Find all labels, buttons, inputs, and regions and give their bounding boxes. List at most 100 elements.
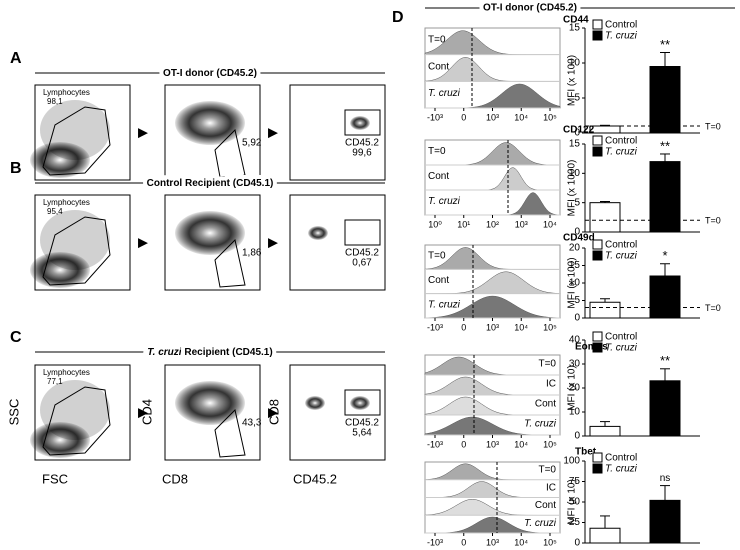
gate-value: 1,86	[242, 248, 262, 259]
legend-label: Control	[605, 136, 637, 147]
reference-label: T=0	[705, 303, 721, 313]
gate-value: 95,4	[47, 207, 63, 216]
gate	[214, 409, 246, 458]
gate-name: Lymphocytes	[43, 368, 90, 377]
y-tick-label: 20	[569, 383, 581, 394]
legend-label: T. cruzi	[605, 147, 638, 158]
legend-swatch	[592, 342, 603, 353]
legend-label: Control	[605, 20, 637, 31]
y-axis-label: MFI (x 100)	[567, 257, 578, 308]
axis-tick-label: 10³	[486, 112, 499, 122]
y-tick-label: 0	[574, 227, 580, 238]
axis-tick-label: -10³	[427, 537, 443, 547]
y-tick-label: 0	[574, 431, 580, 442]
gate-name: CD45.2	[345, 138, 379, 149]
legend-swatch	[592, 146, 603, 157]
y-tick-label: 5	[574, 93, 580, 104]
gate-name: Lymphocytes	[43, 198, 90, 207]
legend-swatch	[592, 30, 603, 41]
y-axis-label: MFI (x 1000)	[567, 160, 578, 217]
scatter-cloud	[175, 101, 245, 145]
scatter-cloud	[350, 116, 370, 130]
bar	[589, 202, 621, 233]
axis-label: CD4	[139, 399, 154, 425]
significance: **	[660, 37, 670, 52]
panel-letter: B	[10, 160, 22, 177]
y-tick-label: 0	[574, 313, 580, 324]
reference-label: T=0	[705, 121, 721, 131]
y-tick-label: 10	[569, 278, 581, 289]
row-label: Cont	[428, 61, 449, 72]
gate	[42, 386, 111, 456]
arrow: ▶	[138, 234, 148, 249]
arrow: ▶	[268, 404, 278, 419]
y-tick-label: 25	[569, 517, 581, 528]
panel-title: OT-I donor (CD45.2)	[163, 68, 257, 79]
y-tick-label: 5	[574, 295, 580, 306]
row-label: Cont	[428, 171, 449, 182]
y-tick-label: 15	[569, 260, 581, 271]
gate	[214, 129, 246, 178]
chart-title: Eomes	[575, 342, 608, 353]
legend-swatch	[592, 19, 603, 30]
gate	[344, 219, 381, 246]
axis-tick-label: 0	[461, 537, 466, 547]
scatter-cloud	[40, 210, 110, 270]
gate-value: 5,64	[352, 428, 372, 439]
bar	[649, 499, 681, 544]
axis-tick-label: 10³	[486, 322, 499, 332]
y-tick-label: 100	[563, 456, 580, 467]
row-label: Cont	[535, 399, 556, 410]
y-tick-label: 10	[569, 58, 581, 69]
axis-tick-label: -10³	[427, 112, 443, 122]
legend-swatch	[592, 239, 603, 250]
scatter-cloud	[175, 381, 245, 425]
row-label: Cont	[428, 275, 449, 286]
axis-tick-label: 10⁰	[428, 219, 442, 229]
gate-name: CD45.2	[345, 248, 379, 259]
scatter-cloud	[40, 100, 110, 160]
axis-tick-label: 10⁵	[543, 112, 557, 122]
gate	[214, 239, 246, 288]
scatter-cloud	[350, 396, 370, 410]
gate	[344, 389, 381, 416]
gate	[42, 216, 111, 286]
plot-frame	[289, 364, 386, 461]
scatter-cloud	[175, 211, 245, 255]
row-label: T. cruzi	[524, 419, 557, 430]
row-label: T. cruzi	[428, 196, 461, 207]
arrow: ▶	[268, 124, 278, 139]
axis-label: CD8	[162, 471, 188, 486]
scatter-cloud	[305, 396, 325, 410]
axis-label: FSC	[42, 471, 68, 486]
significance: *	[662, 248, 667, 263]
axis-label: SSC	[6, 399, 21, 426]
panel-letter: A	[10, 50, 22, 67]
significance: **	[660, 353, 670, 368]
y-tick-label: 0	[574, 128, 580, 139]
axis-tick-label: 10⁵	[543, 537, 557, 547]
title-text: Recipient (CD45.1)	[184, 347, 272, 358]
plot-frame	[289, 84, 386, 181]
gate-value: 5,92	[242, 138, 262, 149]
axis-tick-label: 10⁴	[514, 439, 528, 449]
axis-tick-label: 10⁵	[543, 322, 557, 332]
y-tick-label: 75	[569, 476, 581, 487]
arrow: ▶	[138, 124, 148, 139]
gate-value: 43,3	[242, 418, 262, 429]
bar	[589, 425, 621, 437]
legend-swatch	[592, 250, 603, 261]
axis-label: CD8	[266, 399, 281, 425]
axis-tick-label: 10¹	[457, 219, 470, 229]
histogram	[424, 376, 560, 396]
axis-tick-label: 10³	[486, 537, 499, 547]
panel-title: OT-I donor (CD45.2)	[483, 3, 577, 14]
panel-title: Control Recipient (CD45.1)	[147, 178, 274, 189]
legend-label: T. cruzi	[605, 251, 638, 262]
title-text: OT-I donor (CD45.2)	[163, 68, 257, 79]
row-label: T. cruzi	[524, 518, 557, 529]
y-tick-label: 0	[574, 538, 580, 549]
legend-swatch	[592, 135, 603, 146]
axis-tick-label: 10³	[515, 219, 528, 229]
bar	[649, 66, 681, 134]
